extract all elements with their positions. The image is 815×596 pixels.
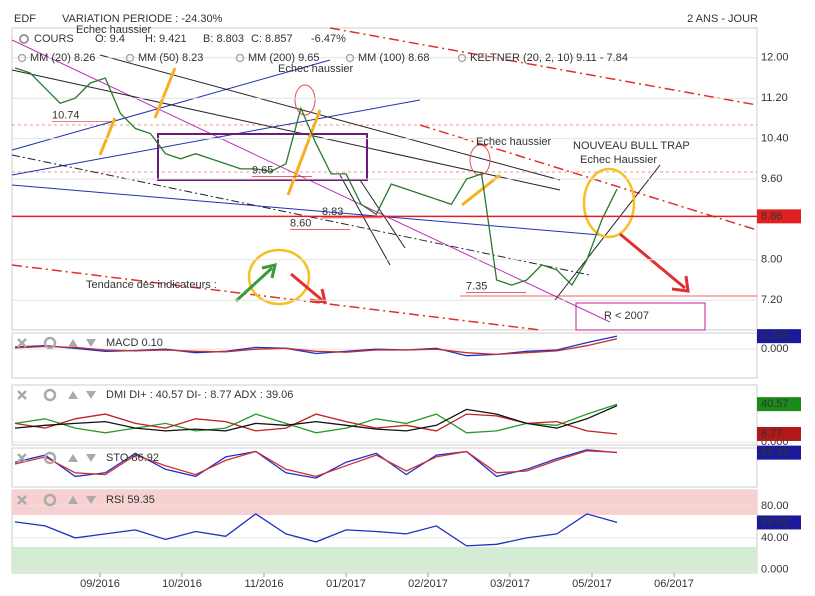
value-tag bbox=[757, 209, 801, 224]
indicator-title: STO 86.92 bbox=[106, 452, 159, 464]
y-tick-label: 0.000 bbox=[761, 564, 789, 576]
annotation: NOUVEAU BULL TRAP bbox=[573, 140, 690, 152]
move-icons bbox=[68, 391, 96, 399]
y-tick-label: 7.20 bbox=[761, 294, 782, 306]
level-label: 8.60 bbox=[290, 217, 311, 229]
settings-icon bbox=[43, 336, 57, 350]
y-tick-label: 10.40 bbox=[761, 133, 789, 145]
level-label: 7.35 bbox=[466, 281, 487, 293]
y-tick-label: 80.00 bbox=[761, 500, 789, 512]
series-line bbox=[14, 513, 618, 547]
symbol: EDF bbox=[14, 13, 36, 25]
y-tick-label: 0.000 bbox=[761, 343, 789, 355]
quote-open: O: 9.4 bbox=[95, 33, 125, 45]
quote-close: C: 8.857 bbox=[251, 33, 293, 45]
indicator-icons bbox=[17, 388, 96, 402]
level-label: 8.83 bbox=[322, 206, 343, 218]
series-line bbox=[14, 450, 618, 478]
indicator-legend: MM (200) 9.65 bbox=[248, 52, 320, 64]
quote-high: H: 9.421 bbox=[145, 33, 187, 45]
value-tag-label: 8.77 bbox=[761, 428, 782, 440]
x-tick-label: 02/2017 bbox=[408, 578, 448, 590]
series-name: COURS bbox=[34, 33, 74, 45]
x-tick-label: 03/2017 bbox=[490, 578, 530, 590]
value-tag bbox=[757, 329, 801, 344]
annotation: Echec haussier bbox=[76, 24, 152, 36]
close-icon bbox=[17, 495, 27, 505]
move-icons bbox=[68, 454, 96, 462]
gear-icon bbox=[19, 34, 29, 44]
value-tag bbox=[757, 426, 801, 441]
series-line bbox=[14, 338, 618, 356]
series-line bbox=[14, 67, 618, 287]
indicator-legend: KELTNER (20, 2, 10) 9.11 - 7.84 bbox=[470, 52, 628, 64]
y-tick-label: 40.00 bbox=[761, 532, 789, 544]
quote-change: -6.47% bbox=[311, 33, 346, 45]
x-tick-label: 06/2017 bbox=[654, 578, 694, 590]
indicator-icons bbox=[17, 451, 96, 465]
value-tag-label: 8.86 bbox=[761, 210, 782, 222]
value-tag-label: 86.92 bbox=[761, 447, 789, 459]
settings-icon bbox=[43, 493, 57, 507]
annotation: R < 2007 bbox=[604, 310, 649, 322]
y-tick-label: 8.00 bbox=[761, 254, 782, 266]
move-icons bbox=[68, 339, 96, 347]
rsi-oversold-zone bbox=[12, 547, 757, 573]
annotation: Tendance des indicateurs : bbox=[86, 279, 217, 291]
x-tick-label: 11/2016 bbox=[245, 578, 284, 590]
value-tag bbox=[757, 397, 801, 412]
close-icon bbox=[17, 338, 27, 348]
indicator-icons bbox=[17, 336, 96, 350]
indicator-title: RSI 59.35 bbox=[106, 494, 155, 506]
close-icon bbox=[17, 390, 27, 400]
x-tick-label: 01/2017 bbox=[326, 578, 366, 590]
x-tick-label: 05/2017 bbox=[572, 578, 612, 590]
annotation: Echec Haussier bbox=[580, 154, 657, 166]
series-line bbox=[14, 403, 618, 434]
y-tick-label: 11.20 bbox=[761, 92, 788, 104]
y-tick-label: 12.00 bbox=[761, 52, 789, 64]
x-tick-label: 09/2016 bbox=[80, 578, 120, 590]
level-label: 9.65 bbox=[252, 164, 273, 176]
quote-low: B: 8.803 bbox=[203, 33, 244, 45]
y-tick-label: 9.60 bbox=[761, 173, 782, 185]
period: 2 ANS - JOUR bbox=[687, 13, 758, 25]
close-icon bbox=[17, 453, 27, 463]
indicator-gear bbox=[457, 53, 467, 63]
indicator-gear bbox=[235, 53, 245, 63]
indicator-title: MACD 0.10 bbox=[106, 337, 163, 349]
data-layer: 12.00 11.20 10.40 9.60 8.00 7.20 8.86 09/2016 10… bbox=[12, 24, 801, 590]
indicator-legend: MM (100) 8.68 bbox=[358, 52, 430, 64]
move-icons bbox=[68, 496, 96, 504]
value-tag-label: 40.57 bbox=[761, 398, 789, 410]
drawings bbox=[11, 27, 758, 331]
indicator-gear bbox=[17, 53, 27, 63]
indicator-icons bbox=[17, 493, 96, 507]
rsi-overbought-zone bbox=[12, 490, 757, 515]
x-tick-label: 10/2016 bbox=[162, 578, 202, 590]
series-line bbox=[14, 335, 618, 357]
settings-icon bbox=[43, 451, 57, 465]
indicator-legend: MM (20) 8.26 bbox=[30, 52, 95, 64]
indicator-legend: MM (50) 8.23 bbox=[138, 52, 203, 64]
settings-icon bbox=[43, 388, 57, 402]
value-tag bbox=[757, 445, 801, 460]
indicator-title: DMI DI+ : 40.57 DI- : 8.77 ADX : 39.06 bbox=[106, 389, 293, 401]
value-tag-label: 0.298 bbox=[761, 330, 789, 342]
annotation: Echec haussier bbox=[476, 136, 552, 148]
variation: VARIATION PERIODE : -24.30% bbox=[62, 13, 223, 25]
annotation: Echec haussier bbox=[278, 63, 354, 75]
level-label: 10.74 bbox=[52, 109, 80, 121]
indicator-gear bbox=[125, 53, 135, 63]
indicator-gear bbox=[345, 53, 355, 63]
series-line bbox=[14, 405, 618, 432]
value-tag-label: 59.35 bbox=[761, 516, 789, 528]
value-tag bbox=[757, 515, 801, 530]
